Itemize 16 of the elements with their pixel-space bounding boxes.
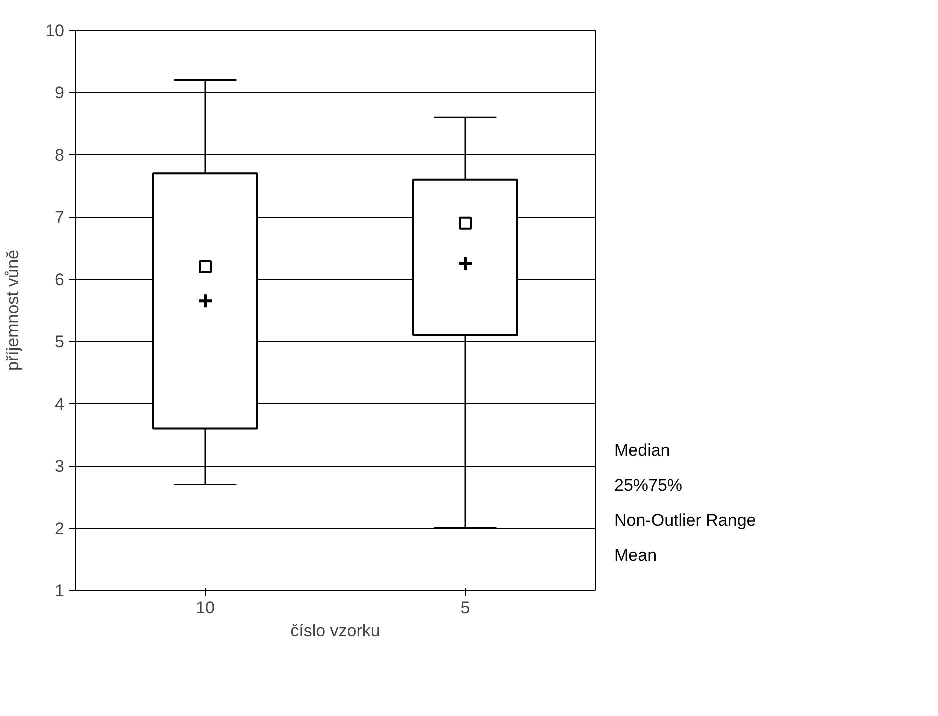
y-tick-label: 2 [55,519,65,538]
y-tick-label: 4 [55,394,65,414]
y-tick-label: 6 [55,270,65,290]
y-tick-label: 10 [46,22,65,40]
text: Mean [614,546,658,565]
y-tick-label: 3 [55,457,65,476]
y-tick-label: 7 [55,208,65,228]
y-axis-title: příjemnost vůně [4,250,23,371]
y-tick-label: 8 [55,146,65,165]
y-tick-label: 9 [55,84,65,103]
text: Median [614,441,670,460]
y-tick-label: 5 [55,332,65,352]
text: 25%75% [614,476,683,495]
y-tick-label: 1 [55,582,65,600]
text: Non-Outlier Range [614,511,756,530]
x-axis-title: číslo vzorku [290,622,380,640]
